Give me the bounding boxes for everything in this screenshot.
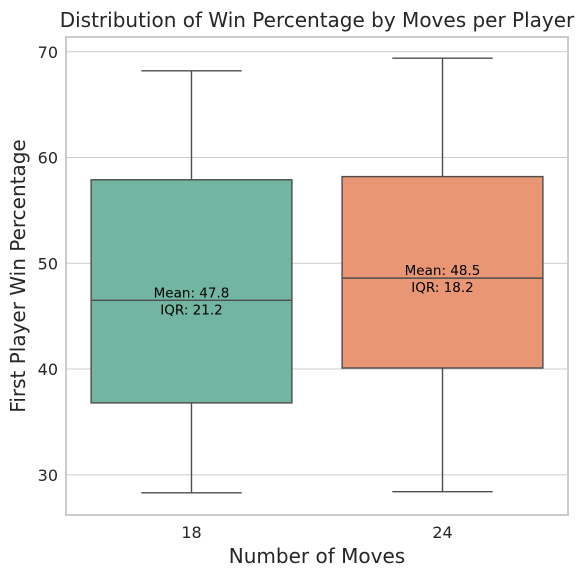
annotation-iqr: IQR: 18.2	[411, 280, 473, 296]
y-tick-label: 40	[38, 360, 58, 379]
y-axis-title: First Player Win Percentage	[6, 139, 30, 412]
y-tick-label: 60	[38, 149, 58, 168]
x-axis-ticks: 18 24	[181, 523, 452, 542]
y-axis-ticks: 30 40 50 60 70	[38, 43, 58, 485]
y-tick-label: 30	[38, 466, 58, 485]
y-tick-label: 70	[38, 43, 58, 62]
box-iqr-24	[341, 175, 544, 369]
chart-title: Distribution of Win Percentage by Moves …	[60, 8, 575, 32]
x-tick-label: 24	[432, 523, 452, 542]
x-axis-title: Number of Moves	[229, 544, 405, 568]
box-iqr-18	[90, 179, 293, 404]
y-tick-label: 50	[38, 254, 58, 273]
plot-frame	[65, 36, 569, 516]
annotation-mean: Mean: 48.5	[405, 263, 481, 279]
annotation-mean: Mean: 47.8	[154, 285, 230, 301]
x-tick-label: 18	[181, 523, 201, 542]
annotation-iqr: IQR: 21.2	[160, 302, 222, 318]
